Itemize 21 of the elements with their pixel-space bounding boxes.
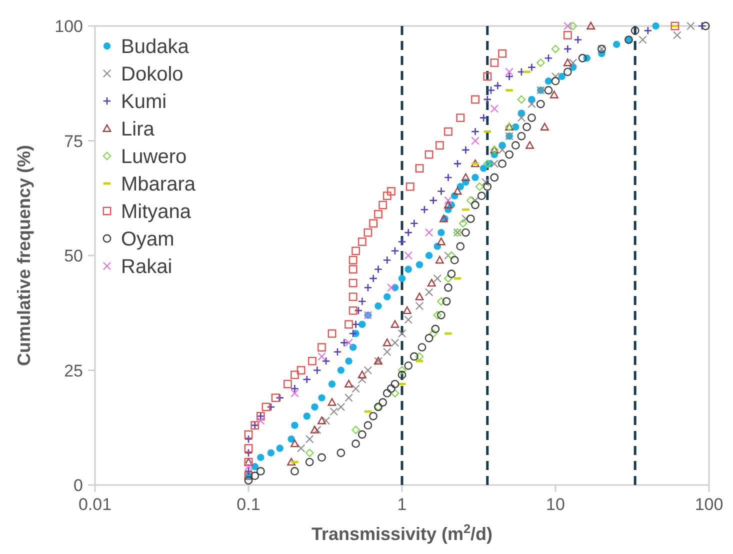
y-tick-label: 75 bbox=[64, 132, 83, 151]
legend-label: Dokolo bbox=[121, 64, 184, 86]
legend-label: Mityana bbox=[121, 201, 192, 223]
x-tick-label: 0.1 bbox=[236, 495, 260, 514]
legend-label: Mbarara bbox=[121, 174, 196, 196]
legend-label: Rakai bbox=[121, 256, 172, 278]
y-tick-label: 50 bbox=[64, 246, 83, 266]
x-axis-title: Transmissivity (m$^{2}$/d) bbox=[311, 522, 493, 544]
legend-label: Kumi bbox=[121, 91, 167, 113]
x-tick-label: 100 bbox=[694, 495, 724, 514]
y-tick-label: 100 bbox=[54, 17, 83, 36]
legend-label: Oyam bbox=[121, 228, 174, 250]
legend-label: Lira bbox=[121, 118, 156, 140]
y-axis-title: Cumulative frequency (%) bbox=[14, 144, 34, 366]
x-tick-label: 1 bbox=[397, 495, 407, 514]
x-tick-label: 0.01 bbox=[78, 495, 112, 514]
x-tick-label: 10 bbox=[546, 495, 565, 514]
legend-label: Luwero bbox=[121, 146, 187, 168]
y-tick-label: 25 bbox=[64, 361, 83, 380]
legend-label: Budaka bbox=[121, 36, 190, 58]
y-tick-label: 0 bbox=[74, 476, 83, 495]
